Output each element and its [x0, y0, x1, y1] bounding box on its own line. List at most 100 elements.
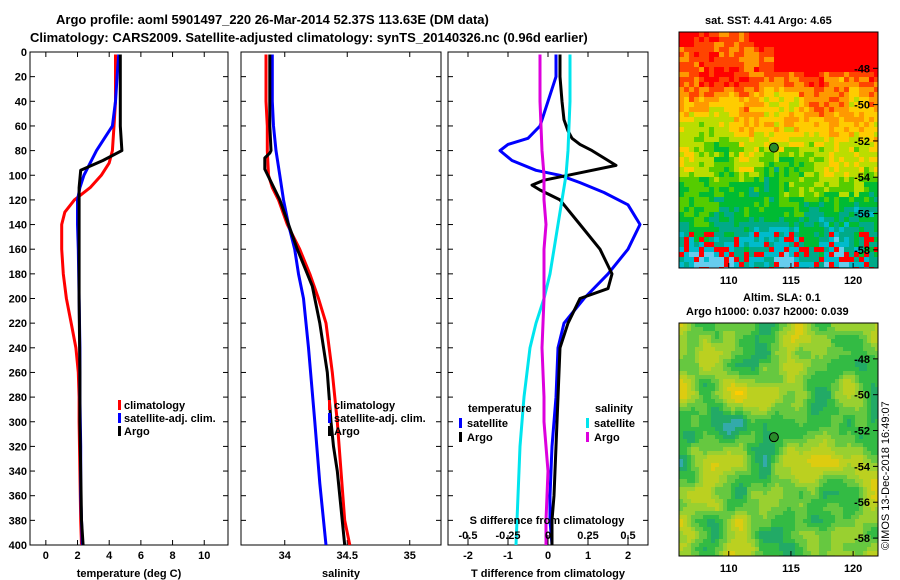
map-cell [707, 511, 711, 515]
map-cell [703, 351, 707, 355]
map-cell [787, 439, 791, 443]
map-cell [795, 455, 799, 459]
map-cell [734, 147, 739, 152]
map-cell [744, 87, 749, 92]
map-cell [769, 57, 774, 62]
map-cell [784, 237, 789, 242]
map-cell [867, 375, 871, 379]
map-cell [755, 511, 759, 515]
map-cell [689, 247, 694, 252]
map-cell [715, 523, 719, 527]
map-cell [715, 491, 719, 495]
map-cell [809, 97, 814, 102]
map-cell [751, 379, 755, 383]
map-cell [779, 212, 784, 217]
map-cell [731, 511, 735, 515]
map-cell [703, 507, 707, 511]
map-cell [823, 359, 827, 363]
map-cell [807, 467, 811, 471]
map-cell [719, 42, 724, 47]
x2-tick-label: 0.5 [620, 530, 635, 542]
map-cell [707, 419, 711, 423]
map-cell [779, 447, 783, 451]
map-cell [723, 443, 727, 447]
map-cell [871, 459, 875, 463]
map-cell [731, 391, 735, 395]
map-cell [764, 247, 769, 252]
map-cell [687, 547, 691, 551]
map-cell [783, 507, 787, 511]
map-cell [759, 87, 764, 92]
map-cell [759, 443, 763, 447]
map-cell [854, 137, 859, 142]
x-tick-label: 2 [74, 550, 80, 562]
map-cell [804, 137, 809, 142]
map-cell [771, 391, 775, 395]
map-cell [849, 127, 854, 132]
map-cell [747, 391, 751, 395]
map-cell [791, 355, 795, 359]
map-cell [749, 47, 754, 52]
map-cell [747, 459, 751, 463]
map-cell [875, 387, 878, 391]
map-cell [844, 232, 849, 237]
map-cell [867, 499, 871, 503]
map-cell [774, 107, 779, 112]
map-cell [739, 107, 744, 112]
map-cell [759, 483, 763, 487]
map-cell [867, 531, 871, 535]
map-cell [824, 237, 829, 242]
map-cell [829, 202, 834, 207]
map-cell [714, 107, 719, 112]
map-cell [764, 132, 769, 137]
map-cell [789, 132, 794, 137]
map-cell [847, 503, 851, 507]
map-cell [735, 355, 739, 359]
map-cell [859, 82, 864, 87]
map-cell [771, 507, 775, 511]
map-cell [799, 107, 804, 112]
map-cell [791, 339, 795, 343]
map-cell [811, 519, 815, 523]
map-cell [759, 32, 764, 37]
map-cell [851, 419, 855, 423]
map-cell [815, 427, 819, 431]
map-cell [744, 187, 749, 192]
map-cell [815, 523, 819, 527]
map-cell [687, 503, 691, 507]
map-cell [719, 343, 723, 347]
map-cell [749, 122, 754, 127]
map-cell [684, 207, 689, 212]
map-cell [769, 52, 774, 57]
map-cell [849, 182, 854, 187]
map-cell [804, 92, 809, 97]
map-cell [699, 232, 704, 237]
map-cell [851, 339, 855, 343]
map-cell [867, 407, 871, 411]
map-cell [707, 395, 711, 399]
map-cell [707, 507, 711, 511]
map-cell [703, 431, 707, 435]
map-cell [694, 32, 699, 37]
map-cell [744, 142, 749, 147]
map-cell [763, 391, 767, 395]
map-cell [869, 217, 874, 222]
map-cell [679, 499, 683, 503]
map-cell [803, 427, 807, 431]
map-cell [679, 527, 683, 531]
map-cell [823, 391, 827, 395]
map-cell [867, 379, 871, 383]
map-cell [803, 535, 807, 539]
map-cell [855, 523, 859, 527]
map-cell [703, 439, 707, 443]
map-cell [747, 535, 751, 539]
map-cell [711, 507, 715, 511]
map-cell [809, 102, 814, 107]
map-cell [763, 487, 767, 491]
map-cell [815, 435, 819, 439]
map-cell [735, 407, 739, 411]
map-cell [714, 97, 719, 102]
map-cell [771, 335, 775, 339]
map-cell [735, 475, 739, 479]
map-cell [815, 499, 819, 503]
